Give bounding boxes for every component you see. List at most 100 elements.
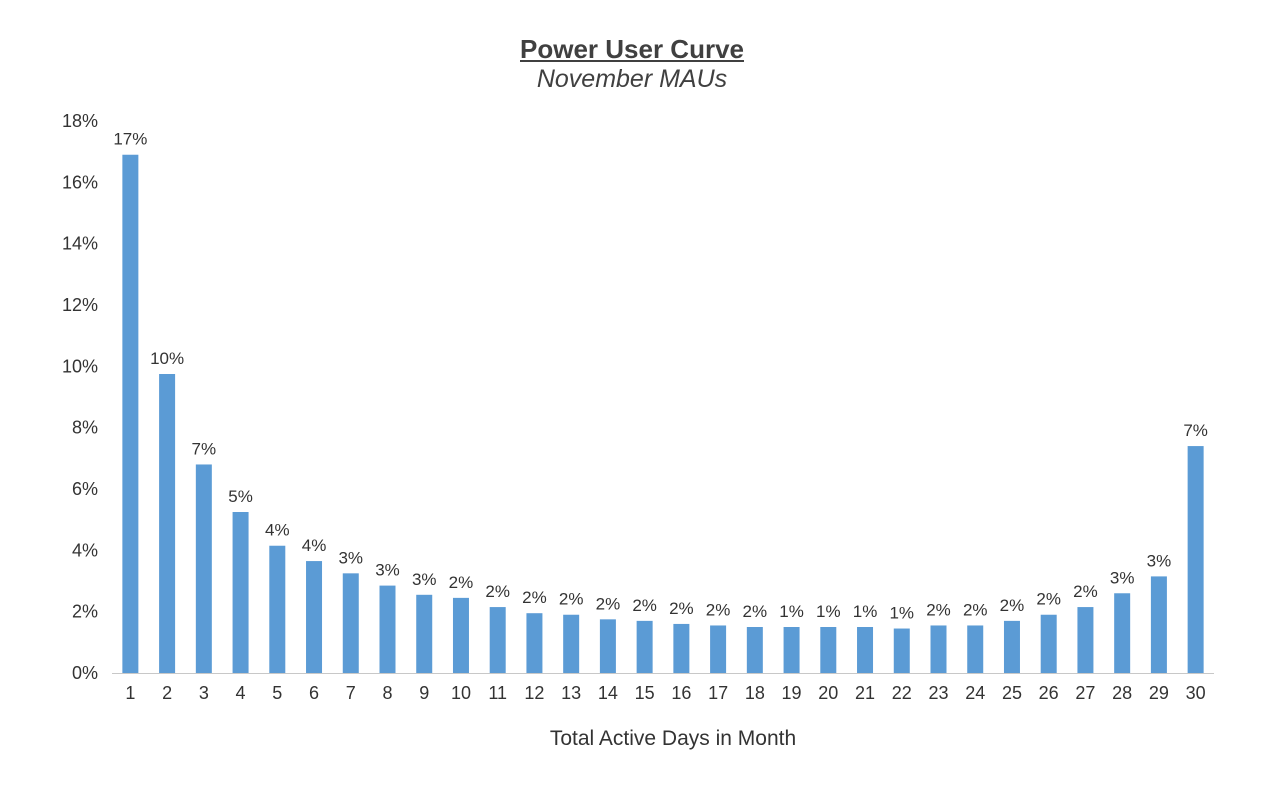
y-axis: 0% 2% 4% 6% 8% 10% 12% 14% 16% 18%: [62, 111, 98, 683]
data-label: 2%: [963, 600, 988, 619]
y-tick-label: 2%: [72, 602, 98, 622]
data-label: 2%: [669, 599, 694, 618]
x-tick-label: 12: [524, 683, 544, 703]
title-block: Power User Curve November MAUs: [0, 34, 1264, 94]
data-label: 3%: [338, 548, 363, 567]
bar: [452, 597, 469, 673]
x-tick-label: 5: [272, 683, 282, 703]
data-label: 1%: [779, 602, 804, 621]
bar: [342, 573, 359, 673]
bar: [1040, 614, 1057, 673]
x-tick-label: 29: [1149, 683, 1169, 703]
bar: [1150, 576, 1167, 673]
bar: [636, 620, 653, 673]
x-tick-label: 3: [199, 683, 209, 703]
data-label: 3%: [1147, 551, 1172, 570]
bar: [783, 627, 800, 673]
x-tick-label: 28: [1112, 683, 1132, 703]
y-tick-label: 4%: [72, 540, 98, 560]
y-tick-label: 14%: [62, 234, 98, 254]
bar: [1187, 446, 1204, 673]
x-tick-label: 2: [162, 683, 172, 703]
bar: [1003, 620, 1020, 673]
bar: [893, 628, 910, 673]
bar: [857, 627, 874, 673]
data-label: 2%: [485, 582, 510, 601]
y-tick-label: 16%: [62, 172, 98, 192]
x-tick-label: 19: [782, 683, 802, 703]
bar: [489, 607, 506, 673]
bar: [820, 627, 837, 673]
bar: [967, 625, 984, 673]
x-tick-label: 11: [488, 683, 507, 703]
data-label: 2%: [706, 600, 731, 619]
data-label: 2%: [596, 594, 621, 613]
data-label: 5%: [228, 487, 253, 506]
data-label: 2%: [559, 590, 584, 609]
data-label: 2%: [1036, 590, 1061, 609]
bar: [195, 464, 212, 673]
bar: [1114, 593, 1131, 673]
x-tick-label: 30: [1186, 683, 1206, 703]
y-tick-label: 0%: [72, 663, 98, 683]
bar: [232, 512, 249, 673]
data-label: 3%: [375, 561, 400, 580]
x-tick-label: 17: [708, 683, 728, 703]
data-label: 2%: [743, 602, 768, 621]
x-tick-label: 7: [346, 683, 356, 703]
data-label: 4%: [265, 521, 290, 540]
x-tick-label: 24: [965, 683, 985, 703]
data-label: 1%: [889, 604, 914, 623]
x-tick-label: 4: [236, 683, 246, 703]
x-tick-label: 13: [561, 683, 581, 703]
bar: [599, 619, 616, 673]
x-tick-label: 9: [419, 683, 429, 703]
data-label: 3%: [1110, 568, 1135, 587]
bar: [122, 154, 139, 673]
x-axis: 1 2 3 4 5 6 7 8 9 10 11 12 13 14 15 16 17 18 19 20 21 22 23 24 2…: [112, 673, 1214, 703]
bar: [526, 613, 543, 673]
x-tick-label: 26: [1039, 683, 1059, 703]
x-tick-label: 6: [309, 683, 319, 703]
x-tick-label: 20: [818, 683, 838, 703]
x-tick-label: 18: [745, 683, 765, 703]
bar: [746, 627, 763, 673]
data-label: 1%: [853, 602, 878, 621]
x-axis-title: Total Active Days in Month: [550, 727, 796, 750]
y-tick-label: 6%: [72, 479, 98, 499]
bar: [930, 625, 947, 673]
y-tick-label: 8%: [72, 418, 98, 438]
data-label: 7%: [192, 439, 217, 458]
x-tick-label: 27: [1075, 683, 1095, 703]
x-tick-label: 23: [928, 683, 948, 703]
bar: [306, 561, 323, 673]
data-label: 2%: [522, 588, 547, 607]
data-label: 7%: [1183, 421, 1208, 440]
data-label: 10%: [150, 349, 184, 368]
x-tick-label: 15: [635, 683, 655, 703]
bar: [563, 614, 580, 673]
data-label: 2%: [449, 573, 474, 592]
bar: [159, 374, 176, 673]
y-tick-label: 10%: [62, 356, 98, 376]
x-tick-label: 21: [855, 683, 875, 703]
x-tick-label: 1: [125, 683, 135, 703]
x-tick-label: 14: [598, 683, 618, 703]
data-label: 3%: [412, 570, 437, 589]
data-label: 17%: [113, 130, 147, 149]
y-tick-label: 18%: [62, 111, 98, 131]
bar: [673, 623, 690, 673]
bar: [379, 585, 396, 673]
y-tick-label: 12%: [62, 295, 98, 315]
data-label: 4%: [302, 536, 327, 555]
x-tick-label: 16: [671, 683, 691, 703]
bars: [122, 154, 1204, 673]
x-tick-label: 10: [451, 683, 471, 703]
chart-subtitle: November MAUs: [536, 65, 728, 93]
data-labels: 17% 10% 7% 5% 4% 4% 3% 3% 3% 2% 2% 2% 2% 2% 2% 2% 2% 2% 1%…: [113, 130, 1208, 623]
bar: [269, 545, 286, 673]
x-tick-label: 25: [1002, 683, 1022, 703]
x-tick-label: 8: [382, 683, 392, 703]
data-label: 1%: [816, 602, 841, 621]
